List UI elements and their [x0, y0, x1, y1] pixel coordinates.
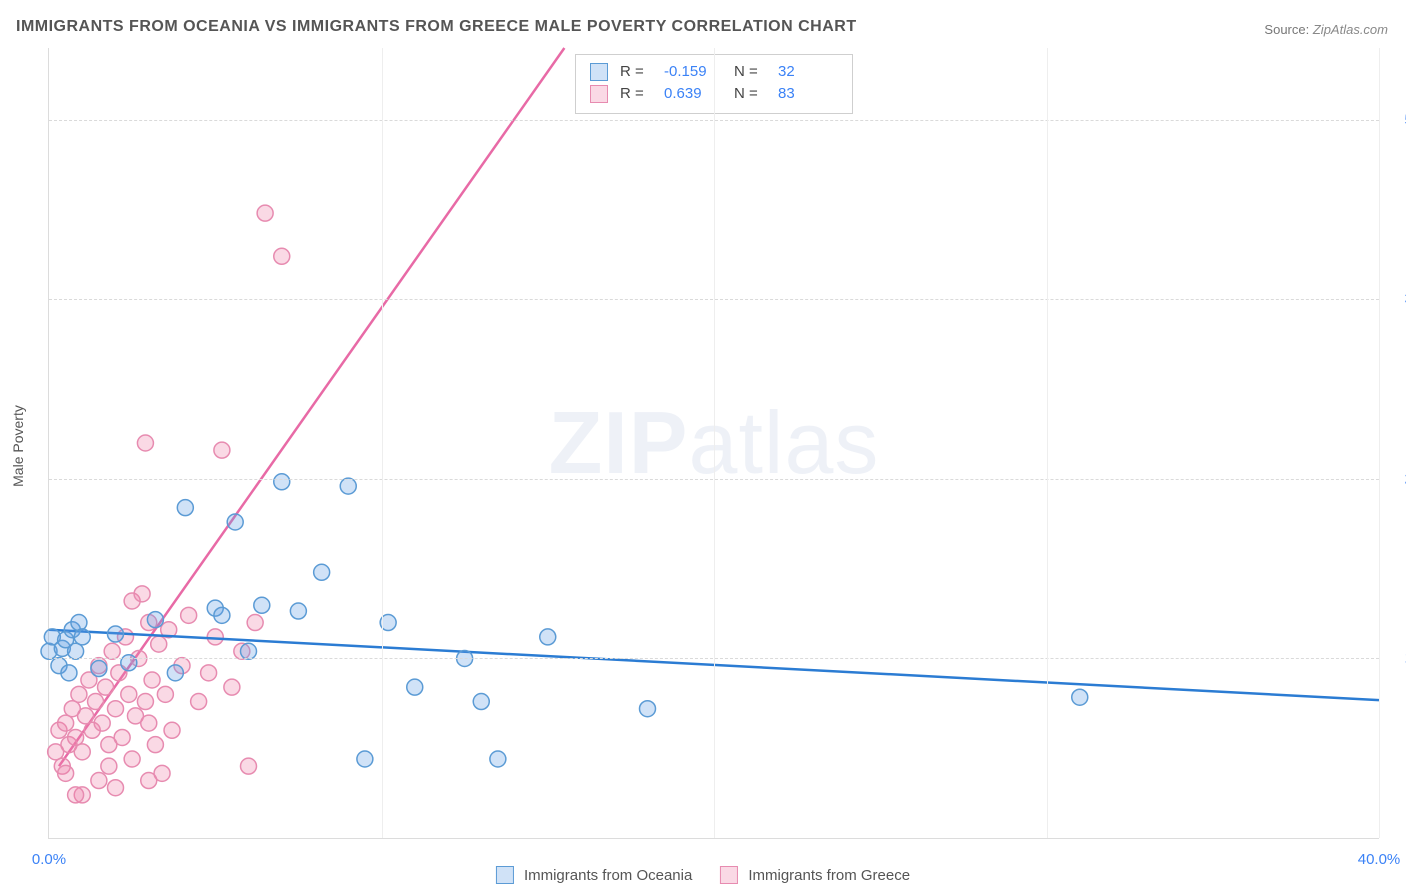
scatter-point	[58, 765, 74, 781]
scatter-point	[241, 643, 257, 659]
scatter-point	[137, 435, 153, 451]
bottom-legend: Immigrants from Oceania Immigrants from …	[496, 866, 910, 884]
swatch-greece	[590, 85, 608, 103]
swatch-greece	[720, 866, 738, 884]
scatter-point	[257, 205, 273, 221]
r-value-greece: 0.639	[664, 83, 724, 105]
scatter-point	[357, 751, 373, 767]
r-label: R =	[620, 83, 650, 105]
legend-item-greece: Immigrants from Greece	[720, 866, 910, 884]
scatter-point	[227, 514, 243, 530]
scatter-point	[147, 612, 163, 628]
grid-line-v	[1379, 48, 1380, 838]
scatter-point	[91, 661, 107, 677]
scatter-point	[68, 787, 84, 803]
scatter-point	[380, 615, 396, 631]
scatter-point	[164, 722, 180, 738]
scatter-point	[151, 636, 167, 652]
scatter-point	[141, 715, 157, 731]
scatter-point	[144, 672, 160, 688]
source-label: Source:	[1264, 22, 1309, 37]
y-tick-label: 12.5%	[1387, 650, 1406, 667]
scatter-point	[1072, 689, 1088, 705]
scatter-point	[124, 751, 140, 767]
scatter-point	[71, 686, 87, 702]
scatter-point	[254, 597, 270, 613]
scatter-point	[121, 686, 137, 702]
scatter-point	[274, 474, 290, 490]
y-tick-label: 50.0%	[1387, 111, 1406, 128]
n-label: N =	[734, 61, 764, 83]
scatter-point	[94, 715, 110, 731]
scatter-point	[340, 478, 356, 494]
scatter-point	[104, 643, 120, 659]
scatter-point	[74, 629, 90, 645]
n-value-greece: 83	[778, 83, 838, 105]
legend-label-greece: Immigrants from Greece	[748, 867, 910, 884]
chart-title: IMMIGRANTS FROM OCEANIA VS IMMIGRANTS FR…	[16, 18, 857, 36]
source-credit: Source: ZipAtlas.com	[1264, 22, 1388, 37]
x-tick-label: 0.0%	[32, 851, 66, 868]
swatch-oceania	[496, 866, 514, 884]
scatter-point	[108, 780, 124, 796]
scatter-point	[147, 737, 163, 753]
scatter-point	[167, 665, 183, 681]
scatter-point	[473, 694, 489, 710]
scatter-point	[224, 679, 240, 695]
scatter-point	[108, 701, 124, 717]
r-label: R =	[620, 61, 650, 83]
scatter-point	[290, 603, 306, 619]
scatter-point	[68, 729, 84, 745]
scatter-point	[241, 758, 257, 774]
grid-line-v	[714, 48, 715, 838]
scatter-point	[157, 686, 173, 702]
y-tick-label: 25.0%	[1387, 470, 1406, 487]
scatter-point	[207, 629, 223, 645]
scatter-point	[88, 694, 104, 710]
n-label: N =	[734, 83, 764, 105]
scatter-plot: ZIPatlas R = -0.159 N = 32 R = 0.639 N =…	[48, 48, 1379, 839]
scatter-point	[540, 629, 556, 645]
scatter-point	[640, 701, 656, 717]
scatter-point	[78, 708, 94, 724]
swatch-oceania	[590, 63, 608, 81]
y-tick-label: 37.5%	[1387, 291, 1406, 308]
scatter-point	[214, 442, 230, 458]
scatter-point	[137, 694, 153, 710]
scatter-point	[201, 665, 217, 681]
scatter-point	[490, 751, 506, 767]
r-value-oceania: -0.159	[664, 61, 724, 83]
scatter-point	[191, 694, 207, 710]
x-tick-label: 40.0%	[1358, 851, 1401, 868]
legend-item-oceania: Immigrants from Oceania	[496, 866, 692, 884]
scatter-point	[407, 679, 423, 695]
scatter-point	[274, 248, 290, 264]
scatter-point	[71, 615, 87, 631]
scatter-point	[108, 626, 124, 642]
scatter-point	[121, 655, 137, 671]
scatter-point	[247, 615, 263, 631]
grid-line-v	[382, 48, 383, 838]
source-value: ZipAtlas.com	[1313, 22, 1388, 37]
scatter-point	[134, 586, 150, 602]
scatter-point	[68, 643, 84, 659]
scatter-point	[314, 564, 330, 580]
scatter-point	[58, 715, 74, 731]
scatter-point	[177, 500, 193, 516]
legend-label-oceania: Immigrants from Oceania	[524, 867, 692, 884]
scatter-point	[91, 773, 107, 789]
scatter-point	[214, 607, 230, 623]
scatter-point	[74, 744, 90, 760]
scatter-point	[101, 758, 117, 774]
y-axis-label: Male Poverty	[10, 405, 26, 487]
grid-line-v	[1047, 48, 1048, 838]
scatter-point	[141, 773, 157, 789]
scatter-point	[98, 679, 114, 695]
scatter-point	[114, 729, 130, 745]
scatter-point	[61, 665, 77, 681]
n-value-oceania: 32	[778, 61, 838, 83]
scatter-point	[181, 607, 197, 623]
